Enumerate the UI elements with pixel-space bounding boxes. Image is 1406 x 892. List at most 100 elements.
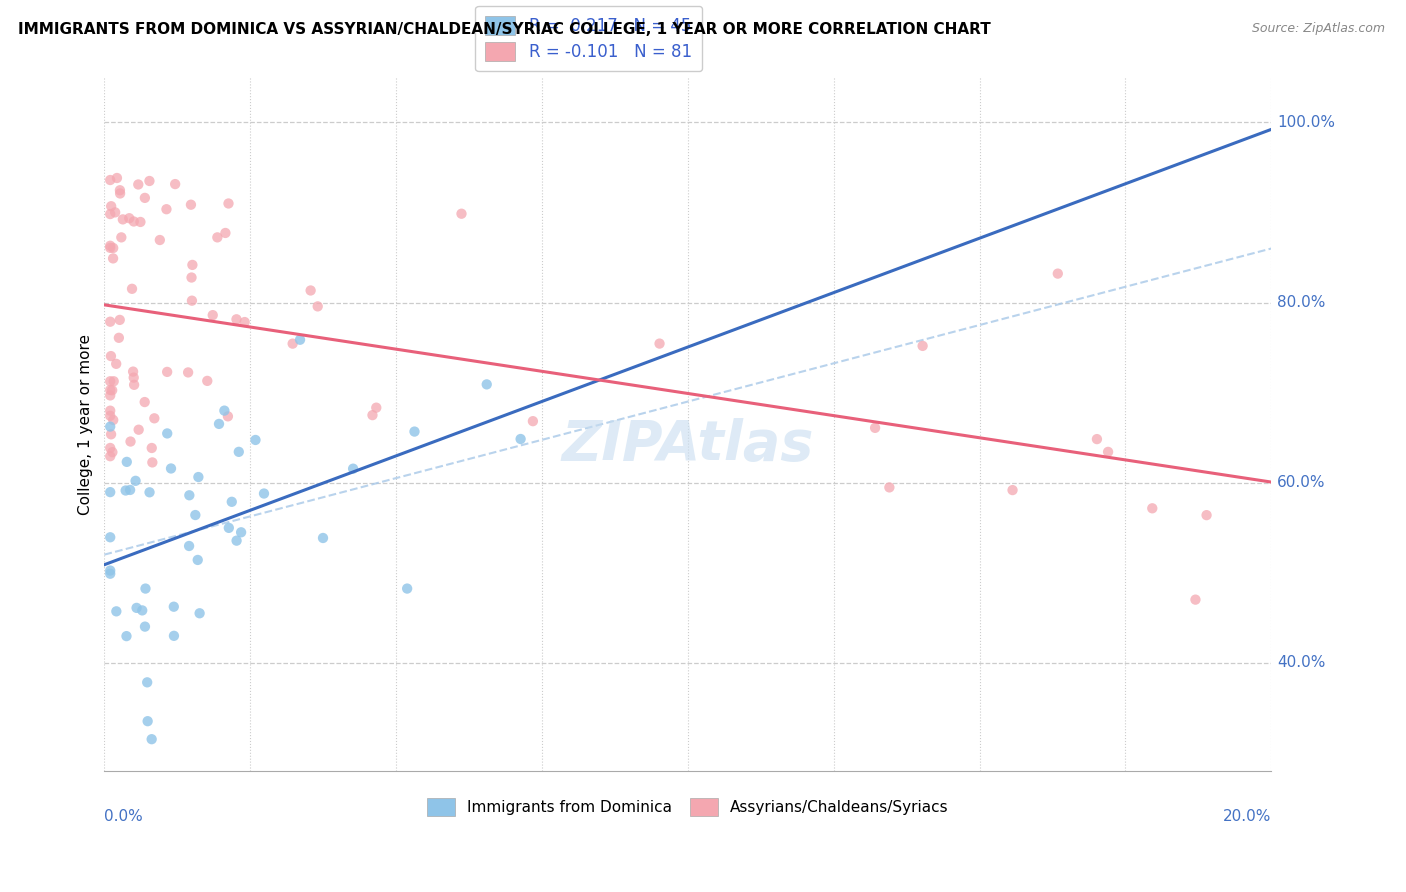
Point: [122, 214, 145, 228]
Point: [299, 284, 322, 298]
Point: [281, 336, 304, 351]
Text: 40.0%: 40.0%: [1277, 655, 1326, 670]
Point: [195, 374, 218, 388]
Text: ZIPAtlas: ZIPAtlas: [561, 417, 814, 472]
Point: [911, 339, 934, 353]
Point: [98, 441, 121, 455]
Point: [105, 171, 128, 186]
Point: [648, 336, 671, 351]
Point: [1195, 508, 1218, 523]
Point: [105, 604, 128, 618]
Text: 100.0%: 100.0%: [1277, 115, 1336, 130]
Point: [120, 434, 142, 449]
Point: [108, 183, 131, 197]
Point: [121, 282, 143, 296]
Point: [225, 533, 247, 548]
Point: [312, 531, 335, 545]
Text: 0.0%: 0.0%: [104, 809, 143, 824]
Point: [863, 421, 886, 435]
Point: [201, 308, 224, 322]
Y-axis label: College, 1 year or more: College, 1 year or more: [79, 334, 93, 515]
Point: [103, 241, 125, 255]
Point: [522, 414, 544, 428]
Point: [136, 675, 159, 690]
Text: 20.0%: 20.0%: [1223, 809, 1271, 824]
Point: [101, 383, 124, 397]
Point: [155, 202, 177, 217]
Point: [160, 461, 183, 475]
Point: [108, 331, 131, 345]
Text: 80.0%: 80.0%: [1277, 295, 1326, 310]
Point: [141, 732, 163, 747]
Point: [307, 299, 329, 313]
Point: [98, 173, 121, 187]
Point: [122, 377, 145, 392]
Point: [138, 174, 160, 188]
Point: [105, 357, 128, 371]
Point: [101, 445, 124, 459]
Point: [149, 233, 172, 247]
Point: [1046, 267, 1069, 281]
Point: [134, 191, 156, 205]
Point: [100, 427, 122, 442]
Point: [98, 403, 121, 417]
Legend: Immigrants from Dominica, Assyrians/Chaldeans/Syriacs: Immigrants from Dominica, Assyrians/Chal…: [420, 792, 955, 822]
Point: [98, 530, 121, 544]
Point: [218, 521, 240, 535]
Point: [128, 423, 150, 437]
Point: [342, 461, 364, 475]
Point: [98, 383, 121, 397]
Point: [98, 241, 121, 255]
Point: [177, 539, 200, 553]
Point: [188, 607, 211, 621]
Point: [228, 445, 250, 459]
Point: [253, 486, 276, 500]
Point: [108, 313, 131, 327]
Point: [103, 413, 125, 427]
Text: Source: ZipAtlas.com: Source: ZipAtlas.com: [1251, 22, 1385, 36]
Point: [1142, 501, 1164, 516]
Point: [134, 582, 156, 596]
Point: [225, 312, 247, 326]
Point: [141, 455, 163, 469]
Point: [111, 212, 134, 227]
Point: [1001, 483, 1024, 497]
Point: [138, 485, 160, 500]
Point: [110, 230, 132, 244]
Point: [98, 207, 121, 221]
Point: [98, 566, 121, 581]
Point: [180, 270, 202, 285]
Point: [122, 365, 145, 379]
Text: IMMIGRANTS FROM DOMINICA VS ASSYRIAN/CHALDEAN/SYRIAC COLLEGE, 1 YEAR OR MORE COR: IMMIGRANTS FROM DOMINICA VS ASSYRIAN/CHA…: [18, 22, 991, 37]
Point: [181, 258, 204, 272]
Point: [229, 525, 252, 540]
Point: [103, 374, 125, 388]
Point: [98, 409, 121, 423]
Point: [143, 411, 166, 425]
Point: [104, 205, 127, 219]
Point: [115, 455, 138, 469]
Point: [879, 480, 901, 494]
Point: [207, 230, 229, 244]
Point: [1085, 432, 1108, 446]
Point: [98, 419, 121, 434]
Point: [214, 226, 236, 240]
Point: [134, 395, 156, 409]
Point: [233, 315, 256, 329]
Point: [98, 239, 121, 253]
Point: [1184, 592, 1206, 607]
Point: [218, 196, 240, 211]
Point: [509, 432, 531, 446]
Point: [118, 211, 141, 226]
Point: [100, 199, 122, 213]
Point: [100, 349, 122, 363]
Point: [136, 714, 159, 729]
Point: [245, 433, 267, 447]
Point: [156, 426, 179, 441]
Point: [134, 619, 156, 633]
Point: [108, 186, 131, 201]
Point: [98, 315, 121, 329]
Point: [221, 495, 243, 509]
Point: [450, 207, 472, 221]
Point: [181, 293, 204, 308]
